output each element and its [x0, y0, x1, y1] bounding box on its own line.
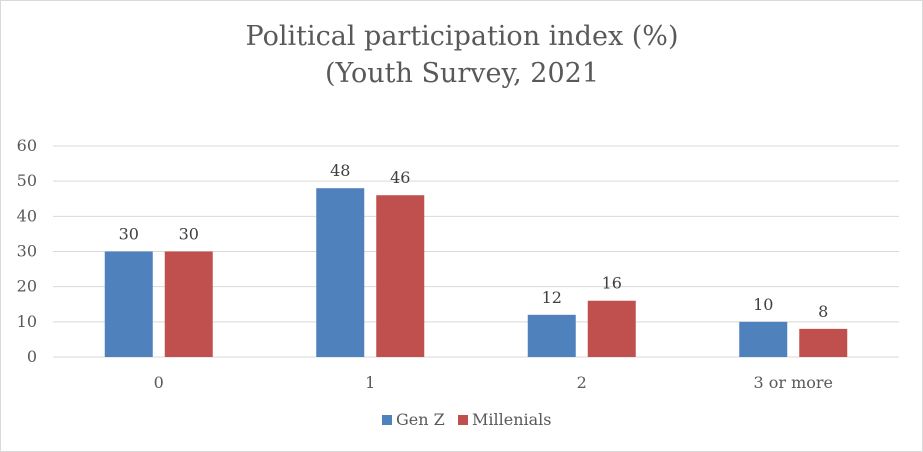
data-label: 8 — [818, 302, 828, 321]
data-label: 30 — [119, 225, 139, 244]
y-tick-label: 40 — [17, 206, 37, 225]
data-label: 10 — [753, 295, 773, 314]
chart-subtitle: (Youth Survey, 2021 — [325, 58, 599, 89]
y-tick-label: 50 — [17, 171, 37, 190]
x-tick-label: 2 — [577, 373, 587, 392]
bar-gen-z — [527, 314, 576, 357]
legend-swatch — [458, 415, 468, 425]
data-label: 48 — [330, 161, 350, 180]
bar-millenials — [376, 195, 425, 357]
data-labels: 30 30 48 46 12 16 10 8 — [119, 161, 829, 321]
x-tick-label: 1 — [365, 373, 375, 392]
legend-label: Millenials — [472, 410, 552, 429]
bar-gen-z — [104, 251, 153, 357]
bar-millenials — [799, 328, 848, 357]
data-label: 30 — [179, 225, 199, 244]
legend-swatch — [382, 415, 392, 425]
legend: Gen Z Millenials — [382, 410, 552, 429]
legend-label: Gen Z — [396, 410, 445, 429]
y-tick-label: 20 — [17, 277, 37, 296]
x-tick-label: 0 — [154, 373, 164, 392]
y-tick-label: 10 — [17, 312, 37, 331]
bar-gen-z — [739, 321, 788, 357]
bar-millenials — [587, 300, 636, 357]
chart-title: Political participation index (%) — [246, 21, 679, 52]
data-label: 16 — [602, 274, 622, 293]
bar-millenials — [164, 251, 213, 357]
data-label: 46 — [390, 168, 410, 187]
y-axis-tick-labels: 0 10 20 30 40 50 60 — [17, 136, 37, 366]
x-axis-tick-labels: 0 1 2 3 or more — [154, 373, 833, 392]
y-tick-label: 0 — [27, 347, 37, 366]
bars — [104, 188, 848, 357]
y-tick-label: 30 — [17, 242, 37, 261]
y-tick-label: 60 — [17, 136, 37, 155]
x-tick-label: 3 or more — [753, 373, 833, 392]
data-label: 12 — [542, 288, 562, 307]
bar-gen-z — [316, 188, 365, 357]
